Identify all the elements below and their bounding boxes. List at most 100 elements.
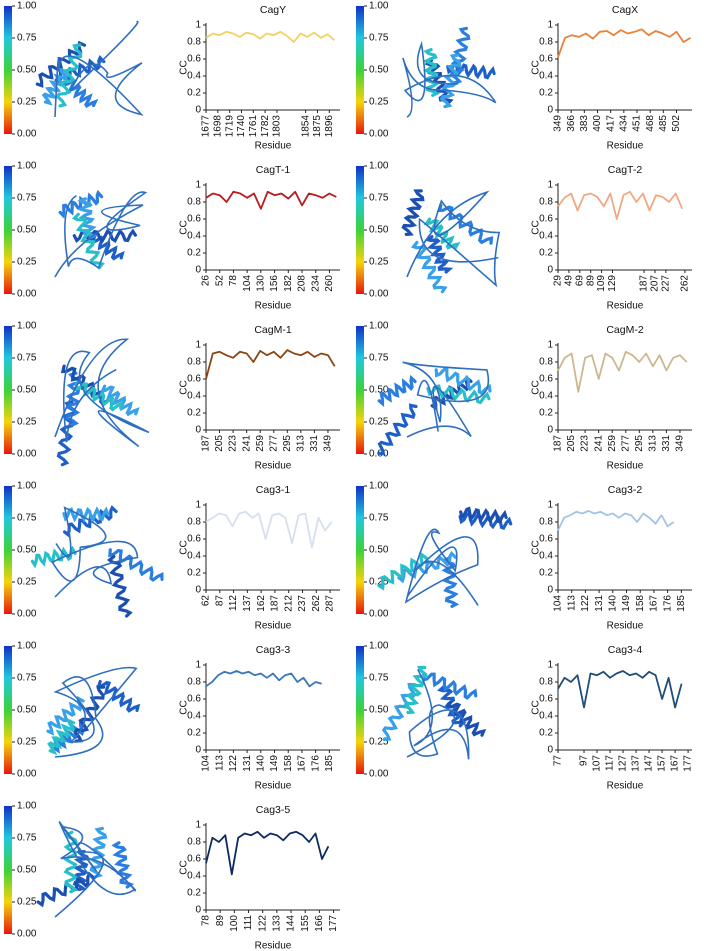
x-tick-label: 167 — [670, 755, 681, 772]
colorbar — [4, 326, 12, 454]
x-tick-label: 502 — [671, 115, 682, 132]
colorbar-tick-label: 0.50 — [369, 225, 389, 236]
coil — [404, 528, 479, 606]
y-tick-label: 1 — [195, 820, 201, 831]
colorbar — [4, 646, 12, 774]
x-tick-label: 1698 — [212, 115, 223, 138]
x-tick-label: 176 — [310, 755, 321, 772]
colorbar-tick-label: 0.50 — [369, 705, 389, 716]
colorbar-tick-label: 0.75 — [369, 353, 389, 364]
x-tick-label: 349 — [323, 435, 334, 452]
x-tick-label: 177 — [328, 915, 339, 932]
cc-line — [205, 830, 330, 876]
protein-structure — [377, 361, 492, 456]
helix — [96, 679, 141, 713]
colorbar-tick-label: 1.00 — [369, 641, 389, 652]
colorbar — [4, 806, 12, 934]
y-axis-label: CC — [531, 380, 542, 394]
colorbar-tick-label: 0.50 — [369, 65, 389, 76]
x-tick-label: 162 — [256, 595, 267, 612]
y-tick-label: 0.4 — [187, 231, 201, 242]
helix — [111, 841, 135, 889]
x-tick-label: 468 — [645, 115, 656, 132]
x-tick-label: 241 — [593, 435, 604, 452]
colorbar — [356, 486, 364, 614]
x-tick-label: 113 — [214, 755, 225, 771]
colorbar — [356, 6, 364, 134]
x-tick-label: 277 — [620, 435, 631, 452]
coil — [54, 191, 148, 278]
x-tick-label: 223 — [580, 435, 591, 452]
y-tick-label: 0.2 — [187, 888, 201, 899]
helix — [58, 189, 104, 219]
x-tick-label: 52 — [214, 275, 225, 287]
colorbar-tick-label: 0.50 — [17, 865, 37, 876]
chart-title: Cag3-4 — [608, 644, 643, 656]
x-tick-label: 158 — [283, 755, 294, 772]
x-tick-label: 97 — [579, 755, 590, 767]
coil — [402, 40, 497, 118]
colorbar-tick-label: 0.25 — [369, 577, 389, 588]
x-tick-label: 149 — [621, 595, 632, 612]
x-axis-label: Residue — [607, 621, 644, 632]
colorbar-tick-label: 0.00 — [17, 289, 37, 300]
x-tick-label: 1740 — [236, 115, 247, 138]
y-tick-label: 0.4 — [187, 871, 201, 882]
y-tick-label: 0.4 — [539, 711, 553, 722]
colorbar — [4, 166, 12, 294]
y-tick-label: 0.6 — [539, 534, 553, 545]
y-tick-label: 0.6 — [539, 214, 553, 225]
colorbar-tick-label: 1.00 — [17, 321, 37, 332]
coil — [406, 668, 470, 760]
coil — [406, 190, 501, 288]
protein-structure — [35, 20, 144, 118]
y-tick-label: 0.6 — [187, 54, 201, 65]
x-tick-label: 149 — [269, 755, 280, 772]
y-tick-label: 0.8 — [187, 517, 201, 528]
y-tick-label: 0.8 — [187, 197, 201, 208]
y-tick-label: 0.4 — [187, 711, 201, 722]
helix — [62, 506, 110, 523]
colorbar — [4, 6, 12, 134]
y-tick-label: 0.6 — [539, 694, 553, 705]
x-tick-label: 158 — [635, 595, 646, 612]
x-tick-label: 1761 — [248, 115, 259, 138]
x-tick-label: 295 — [282, 435, 293, 452]
x-tick-label: 122 — [257, 915, 268, 932]
y-axis-label: CC — [179, 60, 190, 74]
x-tick-label: 130 — [256, 275, 267, 292]
x-tick-label: 1677 — [201, 115, 212, 138]
y-tick-label: 0.8 — [539, 197, 553, 208]
x-tick-label: 104 — [242, 275, 253, 292]
y-tick-label: 0.8 — [539, 677, 553, 688]
protein-structure — [30, 505, 164, 618]
x-tick-label: 107 — [592, 755, 603, 772]
helix — [108, 548, 164, 582]
y-tick-label: 0 — [547, 265, 553, 276]
protein-structure — [377, 506, 513, 608]
x-tick-label: 78 — [201, 915, 212, 927]
colorbar-tick-label: 0.00 — [369, 129, 389, 140]
helix — [434, 367, 492, 396]
x-tick-label: 185 — [676, 595, 687, 612]
colorbar-tick-label: 1.00 — [369, 161, 389, 172]
chart-title: Cag3-3 — [256, 644, 291, 656]
colorbar-tick-label: 0.75 — [17, 33, 37, 44]
x-tick-label: 331 — [661, 435, 672, 452]
colorbar-tick-label: 0.50 — [17, 225, 37, 236]
helix — [30, 545, 77, 569]
chart-title: CagM-2 — [606, 324, 644, 336]
cc-line — [557, 350, 688, 393]
x-tick-label: 349 — [675, 435, 686, 452]
x-tick-label: 117 — [605, 755, 616, 771]
chart-title: CagX — [612, 4, 638, 16]
y-tick-label: 0.4 — [187, 391, 201, 402]
colorbar-tick-label: 1.00 — [369, 321, 389, 332]
cc-line — [557, 28, 691, 58]
helix — [439, 53, 462, 109]
colorbar-tick-label: 1.00 — [17, 481, 37, 492]
x-tick-label: 287 — [325, 595, 336, 612]
x-tick-label: 104 — [553, 595, 564, 612]
colorbar-tick-label: 0.00 — [17, 929, 37, 940]
colorbar-tick-label: 1.00 — [17, 161, 37, 172]
